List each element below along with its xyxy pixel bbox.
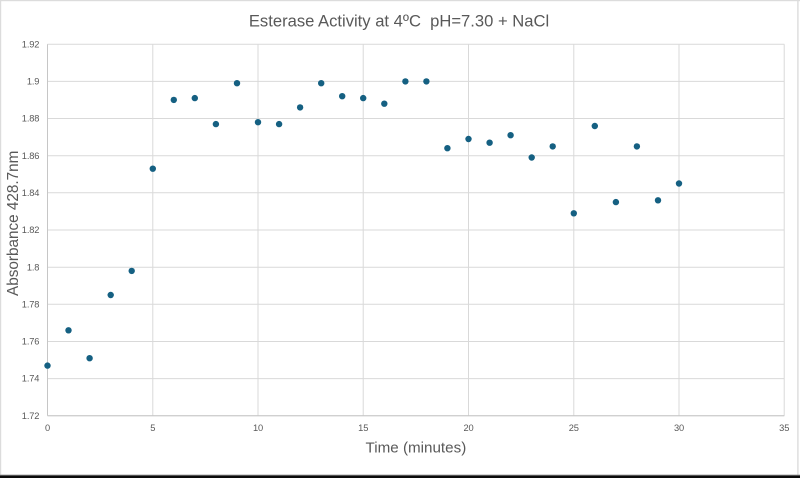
svg-text:10: 10 (253, 423, 263, 433)
svg-text:5: 5 (150, 423, 155, 433)
svg-text:1.72: 1.72 (22, 411, 40, 421)
svg-text:1.84: 1.84 (22, 188, 40, 198)
svg-text:1.86: 1.86 (22, 151, 40, 161)
svg-text:1.9: 1.9 (27, 77, 39, 87)
svg-text:Esterase Activity at 4ºC pH=7: Esterase Activity at 4ºC pH=7.30 + NaCl (249, 11, 549, 30)
svg-text:1.82: 1.82 (22, 225, 40, 235)
svg-text:20: 20 (463, 423, 473, 433)
svg-text:35: 35 (779, 423, 789, 433)
svg-text:Time (minutes): Time (minutes) (366, 440, 467, 457)
svg-text:Absorbance 428.7nm: Absorbance 428.7nm (5, 151, 22, 296)
svg-text:1.92: 1.92 (22, 39, 40, 49)
svg-text:1.88: 1.88 (22, 114, 40, 124)
svg-text:25: 25 (569, 423, 579, 433)
svg-text:15: 15 (358, 423, 368, 433)
svg-text:0: 0 (45, 423, 50, 433)
svg-text:1.74: 1.74 (22, 374, 40, 384)
svg-text:30: 30 (674, 423, 684, 433)
svg-text:1.76: 1.76 (22, 337, 40, 347)
svg-text:1.78: 1.78 (22, 299, 40, 309)
svg-text:1.8: 1.8 (27, 262, 39, 272)
